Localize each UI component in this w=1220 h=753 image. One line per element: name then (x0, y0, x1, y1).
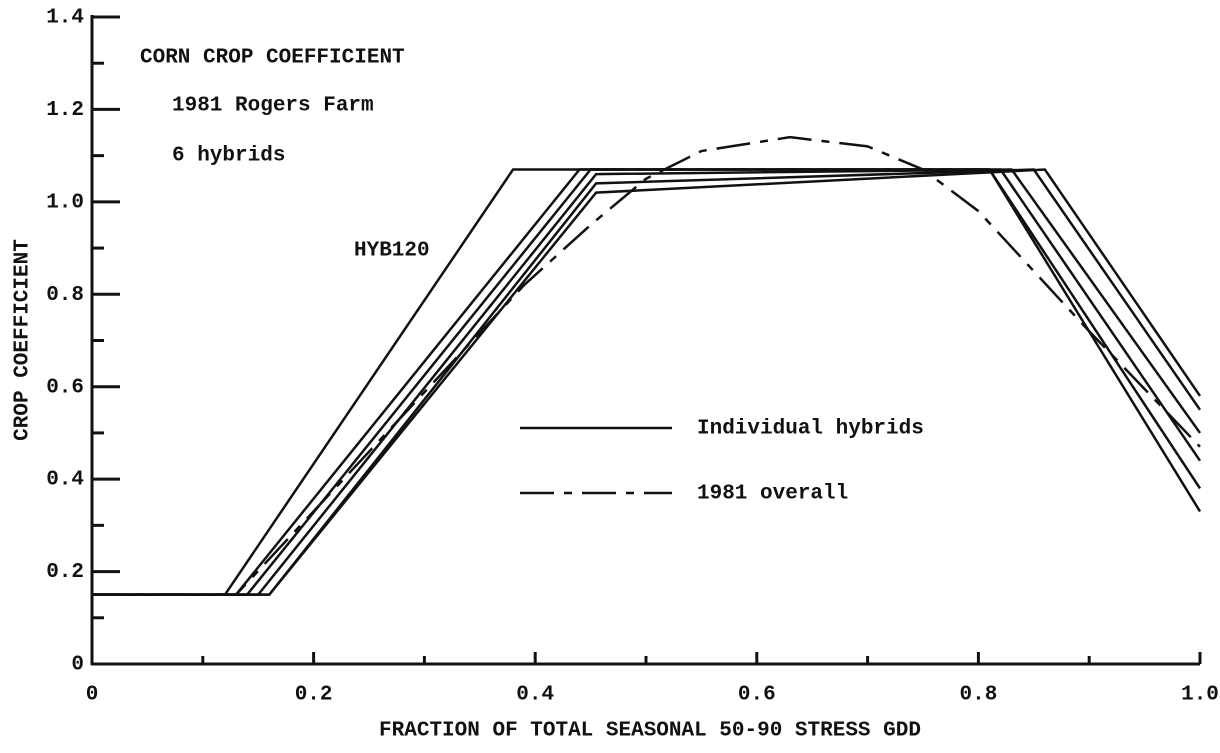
data-line (92, 135, 1201, 596)
y-tick-label: 1.4 (46, 7, 84, 30)
x-tick-label: 0.6 (738, 684, 776, 707)
y-tick-label: 0 (71, 654, 84, 677)
x-tick-label: 0 (86, 684, 99, 707)
y-tick-label: 0.8 (46, 284, 84, 307)
y-tick-label: 1.0 (46, 191, 84, 214)
data-line (92, 168, 1202, 596)
y-tick-label: 0.2 (46, 561, 84, 584)
annotation: HYB120 (354, 240, 430, 263)
title-line: CORN CROP COEFFICIENT (140, 47, 405, 70)
data-line (92, 168, 1202, 596)
x-tick-label: 0.8 (959, 684, 997, 707)
y-tick-label: 0.6 (46, 376, 84, 399)
x-tick-label: 0.2 (295, 684, 333, 707)
x-tick-label: 0.4 (516, 684, 554, 707)
legend-label: 1981 overall (697, 483, 848, 506)
data-line (92, 168, 1202, 596)
y-tick-label: 0.4 (46, 469, 84, 492)
y-tick-label: 1.2 (46, 99, 84, 122)
y-axis-label: CROP COEFFICIENT (12, 239, 35, 441)
data-line (92, 168, 1202, 596)
legend-label: Individual hybrids (697, 418, 924, 441)
title-line: 6 hybrids (172, 145, 285, 168)
data-line (92, 168, 1202, 596)
title-line: 1981 Rogers Farm (172, 95, 374, 118)
x-axis-label: FRACTION OF TOTAL SEASONAL 50-90 STRESS … (379, 720, 921, 743)
x-tick-label: 1.0 (1181, 684, 1219, 707)
data-line (92, 168, 1202, 596)
